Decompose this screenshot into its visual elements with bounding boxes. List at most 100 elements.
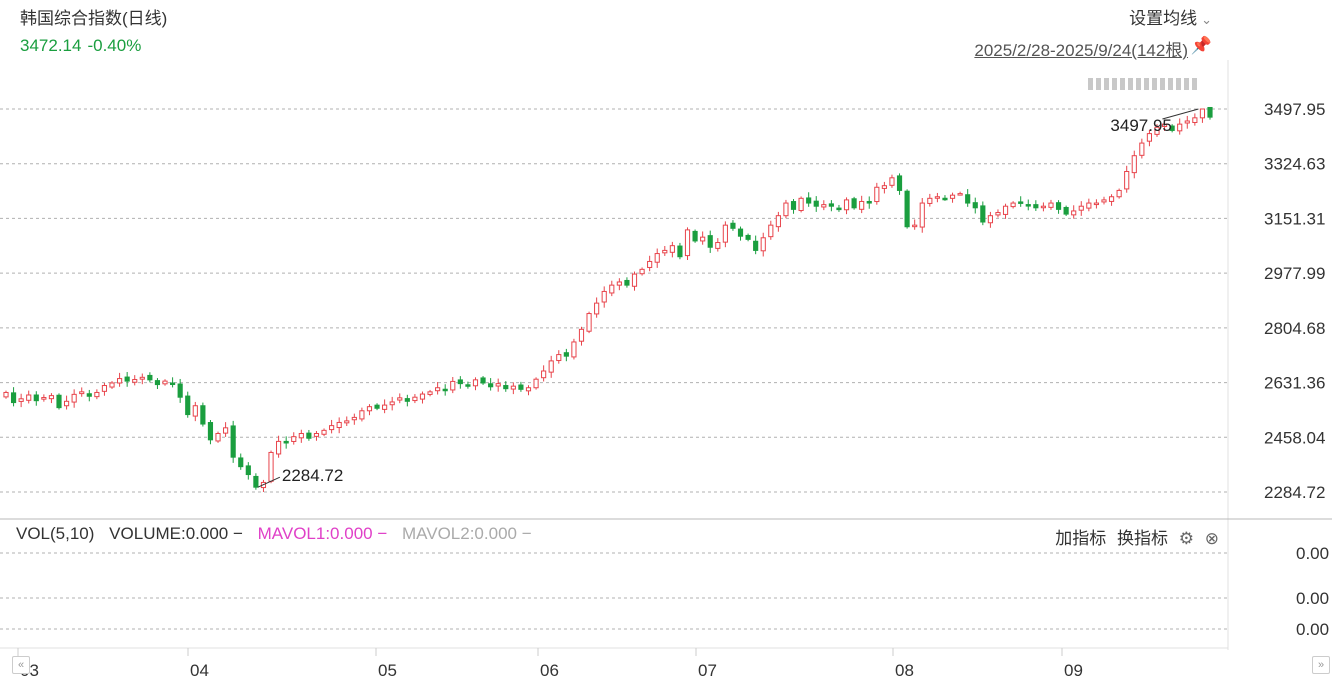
candle-body: [700, 236, 706, 242]
date-range-link[interactable]: 2025/2/28-2025/9/24(142根): [974, 41, 1188, 60]
candle-body: [533, 378, 539, 389]
candle-body: [18, 398, 24, 402]
y-tick-label: 2804.68: [1264, 319, 1325, 338]
candle-body: [851, 198, 857, 209]
candle-body: [495, 383, 501, 387]
candle-body: [639, 268, 645, 275]
candle-body: [298, 433, 304, 439]
double-chevron-right-icon[interactable]: »: [1312, 656, 1330, 674]
candle-body: [1116, 189, 1122, 198]
candle-body: [995, 212, 1001, 216]
candle-body: [586, 313, 592, 332]
gear-icon[interactable]: ⚙: [1178, 529, 1195, 548]
candle-body: [578, 328, 585, 342]
candle-body: [965, 194, 971, 204]
y-tick-label: 2284.72: [1264, 483, 1325, 502]
close-circle-icon[interactable]: ⊗: [1204, 529, 1219, 548]
candle-body: [336, 421, 342, 429]
candle-body: [1071, 210, 1077, 216]
candle-body: [1199, 108, 1206, 119]
candle-body: [230, 425, 236, 458]
candle-body: [389, 401, 395, 406]
candle-body: [1146, 133, 1153, 142]
candle-body: [518, 384, 524, 390]
candle-body: [1063, 206, 1069, 215]
candle-body: [912, 224, 918, 228]
candle-body: [957, 193, 963, 196]
candle-body: [79, 391, 85, 395]
switch-indicator-button[interactable]: 换指标: [1117, 529, 1169, 548]
candle-body: [404, 398, 410, 402]
candle-body: [601, 290, 607, 303]
candle-body: [548, 360, 554, 373]
candle-body: [306, 432, 312, 439]
y-tick-label: 2631.36: [1264, 374, 1325, 393]
candle-body: [427, 391, 433, 395]
double-chevron-left-icon[interactable]: «: [12, 656, 30, 674]
candle-body: [162, 380, 168, 385]
candle-body: [874, 186, 880, 203]
high-annotation-arrow: [1162, 108, 1199, 120]
candle-body: [207, 422, 214, 441]
candle-body: [647, 260, 653, 268]
candle-body: [3, 391, 9, 398]
volume-value: VOLUME:0.000: [109, 524, 229, 543]
candle-body: [722, 224, 728, 243]
candle-body: [450, 380, 456, 391]
candle-body: [200, 405, 206, 425]
set-moving-average-button[interactable]: 设置均线 ⌄: [1129, 4, 1212, 29]
candle-body: [783, 202, 789, 217]
candle-body: [359, 410, 365, 420]
candle-body: [132, 379, 138, 383]
candle-body: [987, 215, 993, 224]
last-price: 3472.14: [20, 36, 82, 55]
indicator-tools: 加指标 换指标 ⚙ ⊗: [1049, 524, 1219, 549]
candle-body: [435, 387, 441, 392]
candle-body: [344, 420, 350, 424]
candle-body: [321, 429, 327, 435]
candle-body: [276, 440, 282, 455]
change-percent: -0.40%: [87, 36, 142, 55]
candle-body: [760, 237, 766, 252]
candle-body: [1131, 155, 1137, 174]
candle-body: [949, 194, 956, 199]
candle-body: [1055, 202, 1062, 210]
candle-body: [609, 284, 615, 294]
candle-body: [1040, 205, 1046, 209]
candle-body: [1018, 201, 1024, 204]
candle-body: [525, 387, 532, 392]
candle-body: [972, 202, 978, 209]
high-annotation-label: 3497.95: [1110, 116, 1171, 135]
candle-body: [117, 378, 123, 384]
candle-body: [563, 352, 569, 357]
pin-icon[interactable]: 📌: [1190, 36, 1212, 55]
candle-body: [942, 197, 948, 201]
candle-body: [1048, 202, 1054, 208]
ma-indicator-mark: [1128, 78, 1133, 90]
candle-body: [1139, 142, 1145, 156]
candle-body: [813, 200, 819, 207]
candle-body: [1154, 126, 1160, 135]
candle-body: [503, 385, 509, 390]
candle-body: [927, 197, 933, 204]
candle-body: [919, 202, 925, 228]
candle-body: [1184, 120, 1190, 124]
candle-body: [139, 376, 145, 380]
candle-body: [1086, 202, 1092, 209]
add-indicator-button[interactable]: 加指标: [1055, 529, 1107, 548]
candle-body: [510, 385, 516, 390]
candle-body: [442, 388, 448, 392]
candle-body: [147, 374, 153, 381]
candle-body: [238, 457, 244, 468]
candle-body: [624, 279, 630, 286]
candle-body: [631, 273, 638, 287]
low-annotation-arrow: [257, 476, 281, 488]
chevron-down-icon: ⌄: [1201, 12, 1212, 27]
candle-body: [896, 175, 903, 191]
candle-body: [10, 392, 17, 404]
candle-body: [616, 281, 622, 286]
candle-body: [457, 379, 463, 385]
ma-indicator-mark: [1136, 78, 1141, 90]
candle-body: [109, 382, 115, 388]
